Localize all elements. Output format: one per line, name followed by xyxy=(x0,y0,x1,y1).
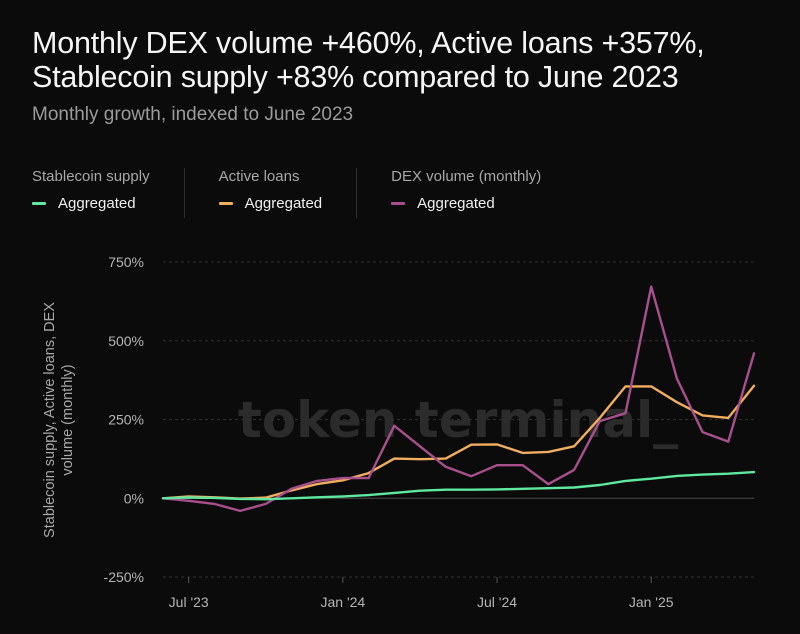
legend-group-stablecoin: Stablecoin supply Aggregated xyxy=(32,168,185,218)
legend-swatch-active-loans xyxy=(218,202,233,205)
y-tick-label: 500% xyxy=(108,333,144,349)
legend-item-label: Aggregated xyxy=(244,195,323,212)
legend-group-title: Stablecoin supply xyxy=(32,168,150,185)
x-tick-label: Jul '24 xyxy=(477,594,517,610)
series-line-stablecoin-supply xyxy=(161,470,756,501)
legend-item-label: Aggregated xyxy=(417,195,495,212)
legend-item-stablecoin[interactable]: Aggregated xyxy=(32,195,150,212)
y-tick-label: 250% xyxy=(108,412,144,428)
y-tick-label: 750% xyxy=(108,254,144,270)
legend-item-label: Aggregated xyxy=(58,195,136,212)
legend: Stablecoin supply Aggregated Active loan… xyxy=(32,168,609,218)
legend-swatch-stablecoin xyxy=(32,202,46,205)
legend-item-active-loans[interactable]: Aggregated xyxy=(218,195,323,212)
x-axis: Jul '23 Jan '24 Jul '24 Jan '25 xyxy=(169,577,674,610)
gridlines xyxy=(163,261,754,578)
legend-swatch-dex-volume xyxy=(391,202,406,205)
legend-group-active-loans: Active loans Aggregated xyxy=(218,168,358,218)
y-tick-label: 0% xyxy=(124,490,144,506)
series-lines xyxy=(161,285,756,513)
chart-subtitle: Monthly growth, indexed to June 2023 xyxy=(32,104,354,125)
y-axis: -250% 0% 250% 500% 750% xyxy=(104,254,144,585)
series-line-active-loans xyxy=(161,384,756,500)
x-tick-label: Jan '25 xyxy=(629,594,674,610)
y-axis-title: Stablecoin supply, Active loans, DEX volu… xyxy=(42,302,76,538)
legend-group-title: Active loans xyxy=(218,168,300,185)
x-tick-label: Jul '23 xyxy=(169,594,209,610)
series-line-dex-volume-monthly xyxy=(161,285,756,513)
legend-group-title: DEX volume (monthly) xyxy=(391,168,542,185)
y-tick-label: -250% xyxy=(104,569,144,585)
x-tick-label: Jan '24 xyxy=(321,594,366,610)
legend-group-dex-volume: DEX volume (monthly) Aggregated xyxy=(391,168,575,218)
chart-title: Monthly DEX volume +460%, Active loans +… xyxy=(32,26,705,94)
legend-item-dex-volume[interactable]: Aggregated xyxy=(391,195,541,212)
